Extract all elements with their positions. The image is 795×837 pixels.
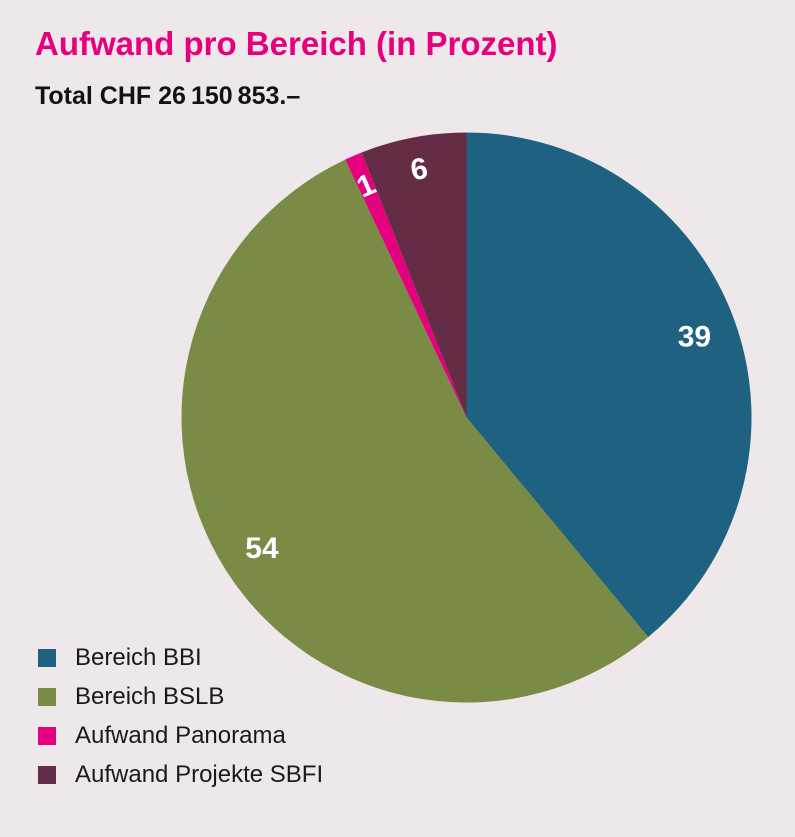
legend-label-bereich-bbi: Bereich BBI — [75, 644, 202, 671]
pie-slice-value-label: 54 — [245, 532, 279, 565]
pie-slice-aufwand-projekte-sbfi — [361, 132, 467, 418]
legend-item-aufwand-projekte-sbfi: Aufwand Projekte SBFI — [38, 762, 323, 787]
legend-swatch-bereich-bbi — [38, 648, 56, 667]
legend-item-bereich-bslb: Bereich BSLB — [38, 684, 323, 709]
legend-label-aufwand-panorama: Aufwand Panorama — [75, 722, 286, 749]
pie-slice-value-label: 39 — [678, 320, 711, 353]
legend-swatch-aufwand-projekte-sbfi — [38, 765, 56, 784]
legend-label-bereich-bslb: Bereich BSLB — [75, 683, 225, 710]
legend-item-aufwand-panorama: Aufwand Panorama — [38, 723, 323, 748]
chart-total-subtitle: Total CHF 26 150 853.– — [35, 82, 301, 110]
legend-swatch-bereich-bslb — [38, 687, 56, 706]
chart-title: Aufwand pro Bereich (in Prozent) — [35, 25, 558, 62]
legend-item-bereich-bbi: Bereich BBI — [38, 645, 323, 670]
pie-slice-aufwand-panorama — [345, 152, 467, 418]
pie-slice-value-label: 6 — [408, 152, 431, 188]
legend-label-aufwand-projekte-sbfi: Aufwand Projekte SBFI — [75, 761, 324, 788]
chart-legend: Bereich BBI Bereich BSLB Aufwand Panoram… — [38, 645, 323, 787]
pie-slice-bereich-bbi — [466, 132, 752, 638]
legend-swatch-aufwand-panorama — [38, 726, 56, 745]
pie-slice-bereich-bslb — [181, 159, 649, 703]
